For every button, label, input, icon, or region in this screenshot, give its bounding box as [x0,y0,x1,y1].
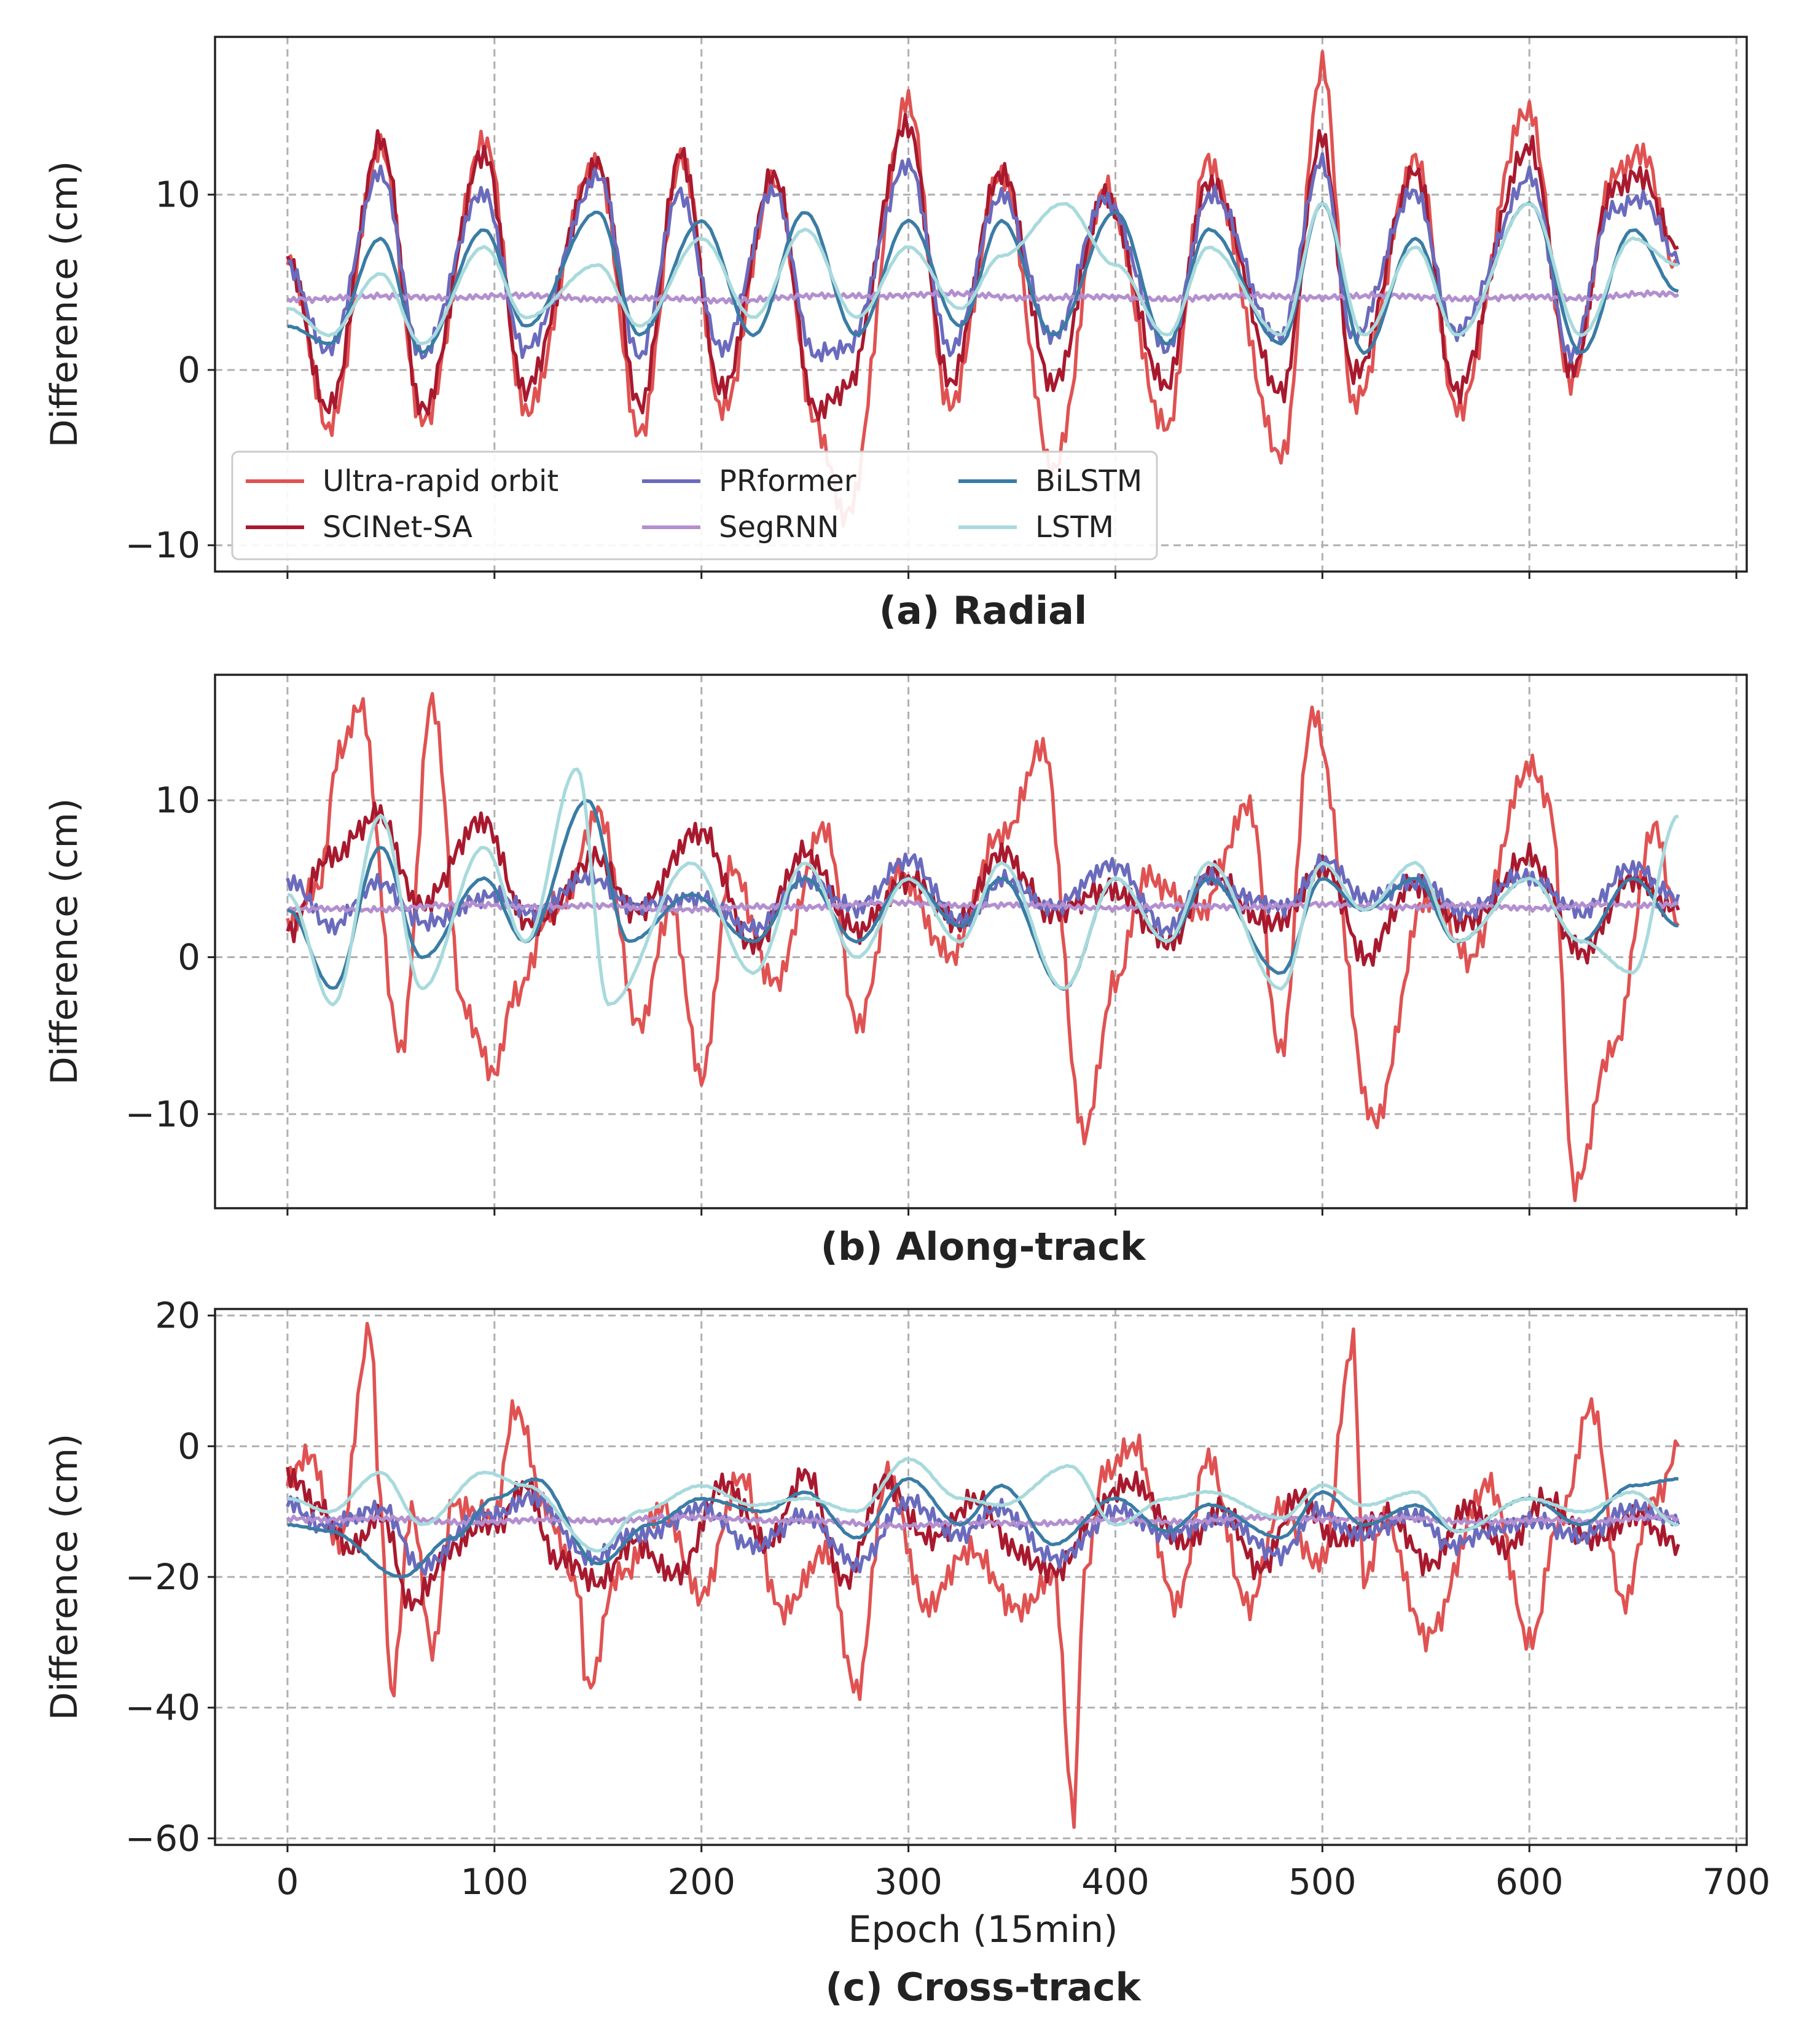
x-tick-label: 700 [1702,1861,1771,1903]
y-tick-label: −10 [125,524,200,566]
x-tick-label: 100 [460,1861,528,1903]
series-group [286,50,1680,528]
x-tick-label: 400 [1081,1861,1150,1903]
series-line-segrnn [286,289,1680,305]
x-tick-label: 300 [874,1861,942,1903]
y-tick-label: −20 [125,1556,200,1598]
y-tick-label: 10 [155,174,200,216]
legend-label: BiLSTM [1035,464,1142,498]
x-axis-label: Epoch (15min) [848,1908,1118,1951]
y-tick-label: −60 [125,1817,200,1859]
series-line-scinet-sa [286,801,1680,967]
legend-label: SegRNN [719,510,839,544]
y-axis-label: Difference (cm) [43,161,86,448]
y-axis-label: Difference (cm) [43,1434,86,1721]
series-line-prformer [287,152,1680,364]
x-tick-label: 0 [276,1861,299,1903]
y-axis-label: Difference (cm) [43,798,86,1085]
subtitle-c: (c) Cross-track [825,1965,1142,2010]
y-tick-label: 0 [178,1425,200,1467]
subtitle-a: (a) Radial [879,588,1087,633]
series-line-ultra-rapid-orbit [286,1321,1680,1830]
y-tick-label: −10 [125,1093,200,1135]
plot-frame [214,36,1748,573]
legend-label: Ultra-rapid orbit [323,464,558,498]
panel-b: −10 0 10 Difference (cm) [43,674,1748,1216]
subtitle-b: (b) Along-track [821,1224,1147,1269]
y-tick-label: 0 [178,937,200,978]
legend-box [231,450,1158,560]
x-tick-label: 200 [667,1861,735,1903]
y-tick-label: 10 [155,779,200,821]
x-tick-label: 500 [1288,1861,1357,1903]
series-line-lstm [287,202,1679,345]
series-line-lstm [287,767,1679,1007]
y-tick-label: −40 [125,1687,200,1729]
legend-label: SCINet-SA [323,510,472,544]
x-tick-label: 600 [1495,1861,1564,1903]
series-line-prformer [286,1490,1680,1576]
legend-label: LSTM [1035,510,1114,544]
series-line-scinet-sa [286,112,1679,422]
plot-frame [214,674,1748,1209]
y-tick-label: 20 [155,1295,200,1337]
panels: −10 0 10 Difference (cm) −10 0 10 Difference (c… [43,36,1771,1903]
legend-label: PRformer [719,464,856,498]
series-line-lstm [287,1457,1679,1553]
legend: Ultra-rapid orbit SCINet-SA PRformer SegRNN… [231,450,1158,560]
series-group [286,1321,1680,1830]
series-line-segrnn [286,898,1679,914]
series-group [286,692,1680,1203]
y-tick-label: 0 [178,349,200,391]
